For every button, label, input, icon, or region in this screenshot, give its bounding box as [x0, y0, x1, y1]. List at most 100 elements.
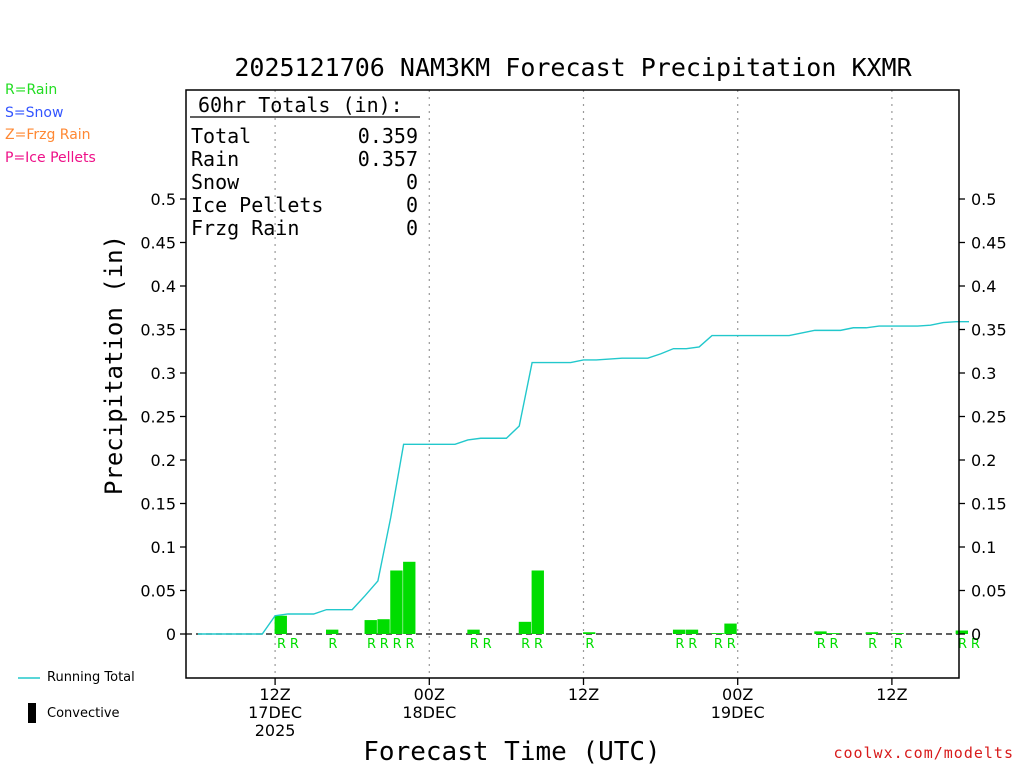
rain-type-label: R — [521, 637, 530, 652]
rain-type-label: R — [817, 637, 826, 652]
totals-box: 60hr Totals (in): Total 0.359 Rain 0.357 Sno… — [190, 93, 420, 240]
rain-bar — [955, 630, 968, 634]
y-tick-label-right: 0.5 — [971, 190, 996, 209]
totals-row-label: Rain — [191, 147, 239, 171]
precip-type-key-item: S=Snow — [5, 104, 64, 121]
rain-bar — [390, 570, 403, 634]
y-axis-title: Precipitation (in) — [100, 235, 128, 495]
y-tick-label-left: 0.35 — [140, 321, 176, 340]
y-tick-label-right: 0.45 — [971, 234, 1007, 253]
precip-type-key-item: Z=Frzg Rain — [5, 127, 91, 143]
rain-type-label: R — [483, 637, 492, 652]
totals-heading: 60hr Totals (in): — [198, 93, 403, 117]
x-tick-label: 18DEC — [402, 703, 456, 722]
x-tick-label: 00Z — [722, 685, 753, 704]
y-tick-label-right: 0 — [971, 625, 981, 644]
x-tick-label: 12Z — [259, 685, 290, 704]
rain-bar — [467, 629, 480, 634]
rain-bar — [583, 632, 596, 634]
precip-type-key-item: P=Ice Pellets — [5, 149, 96, 166]
rain-type-label: R — [958, 637, 967, 652]
rain-type-label: R — [534, 637, 543, 652]
running-total-legend-label: Running Total — [47, 670, 135, 685]
y-tick-label-left: 0.1 — [151, 538, 176, 557]
rain-type-label: R — [328, 637, 337, 652]
rain-bar — [685, 629, 699, 634]
y-tick-label-right: 0.4 — [971, 277, 996, 296]
totals-row-label: Total — [191, 124, 251, 148]
rain-bar — [827, 633, 840, 634]
rain-type-label: R — [585, 637, 594, 652]
rain-type-label: R — [406, 637, 415, 652]
y-tick-label-left: 0.5 — [151, 190, 176, 209]
running-total-line — [198, 320, 969, 635]
totals-row-label: Frzg Rain — [191, 216, 299, 240]
x-tick-label: 12Z — [876, 685, 907, 704]
rain-type-label: R — [380, 637, 389, 652]
rain-bar — [814, 631, 827, 634]
plot-frame — [185, 89, 960, 679]
rain-bar — [672, 629, 686, 634]
y-tick-label-right: 0.3 — [971, 364, 996, 383]
rain-bar — [711, 633, 724, 634]
y-tick-label-left: 0.15 — [140, 495, 176, 514]
grid-lines — [186, 90, 959, 678]
running-total-group — [198, 320, 969, 635]
rain-bar — [531, 570, 544, 634]
y-tick-label-left: 0.4 — [151, 277, 176, 296]
rain-bar — [326, 629, 339, 634]
rain-type-label: R — [470, 637, 479, 652]
rain-bar — [403, 561, 416, 634]
totals-row-label: Snow — [191, 170, 240, 194]
y-tick-label-left: 0.3 — [151, 364, 176, 383]
y-tick-label-right: 0.1 — [971, 538, 996, 557]
x-tick-label: 12Z — [568, 685, 599, 704]
y-tick-label-right: 0.35 — [971, 321, 1007, 340]
totals-row-value: 0 — [406, 193, 418, 217]
rain-bar — [865, 632, 879, 634]
y-tick-label-left: 0.05 — [140, 582, 176, 601]
rain-bar — [274, 615, 287, 634]
rain-type-label: R — [830, 637, 839, 652]
x-tick-label: 19DEC — [711, 703, 765, 722]
rain-type-label: R — [675, 637, 684, 652]
rain-bar — [724, 623, 737, 634]
chart-title: 2025121706 NAM3KM Forecast Precipitation… — [234, 53, 912, 82]
y-tick-label-right: 0.2 — [971, 451, 996, 470]
totals-row-value: 0.359 — [358, 124, 418, 148]
y-tick-label-right: 0.25 — [971, 408, 1007, 427]
y-tick-label-right: 0.05 — [971, 582, 1007, 601]
convective-legend-label: Convective — [47, 706, 120, 721]
bars-group — [274, 561, 968, 634]
x-tick-label: 2025 — [255, 721, 296, 740]
totals-row-value: 0.357 — [358, 147, 418, 171]
site-credit: coolwx.com/modelts — [833, 744, 1014, 762]
y-axis: 0.5 0.5 0.45 0.45 0.4 0.4 0.35 0.35 0.3 0.3 0.25 0.… — [140, 190, 1006, 644]
rain-type-label: R — [367, 637, 376, 652]
x-axis-title: Forecast Time (UTC) — [363, 737, 660, 767]
x-tick-label: 00Z — [414, 685, 445, 704]
y-tick-label-left: 0 — [166, 625, 176, 644]
rain-bar — [377, 619, 390, 634]
rain-bar — [891, 633, 904, 634]
rain-type-label: R — [971, 637, 980, 652]
rain-type-label: R — [290, 637, 299, 652]
rain-bar — [518, 621, 532, 634]
y-tick-label-left: 0.25 — [140, 408, 176, 427]
rain-bar — [364, 620, 377, 634]
convective-legend-swatch — [28, 703, 36, 723]
y-tick-label-left: 0.2 — [151, 451, 176, 470]
rain-type-label: R — [894, 637, 903, 652]
x-tick-label: 17DEC — [248, 703, 302, 722]
totals-row-value: 0 — [406, 216, 418, 240]
rain-type-label: R — [727, 637, 736, 652]
rain-type-label: R — [714, 637, 723, 652]
totals-row-label: Ice Pellets — [191, 193, 323, 217]
y-tick-label-right: 0.15 — [971, 495, 1007, 514]
rain-type-label: R — [277, 637, 286, 652]
y-tick-label-left: 0.45 — [140, 234, 176, 253]
rain-type-label: R — [393, 637, 402, 652]
